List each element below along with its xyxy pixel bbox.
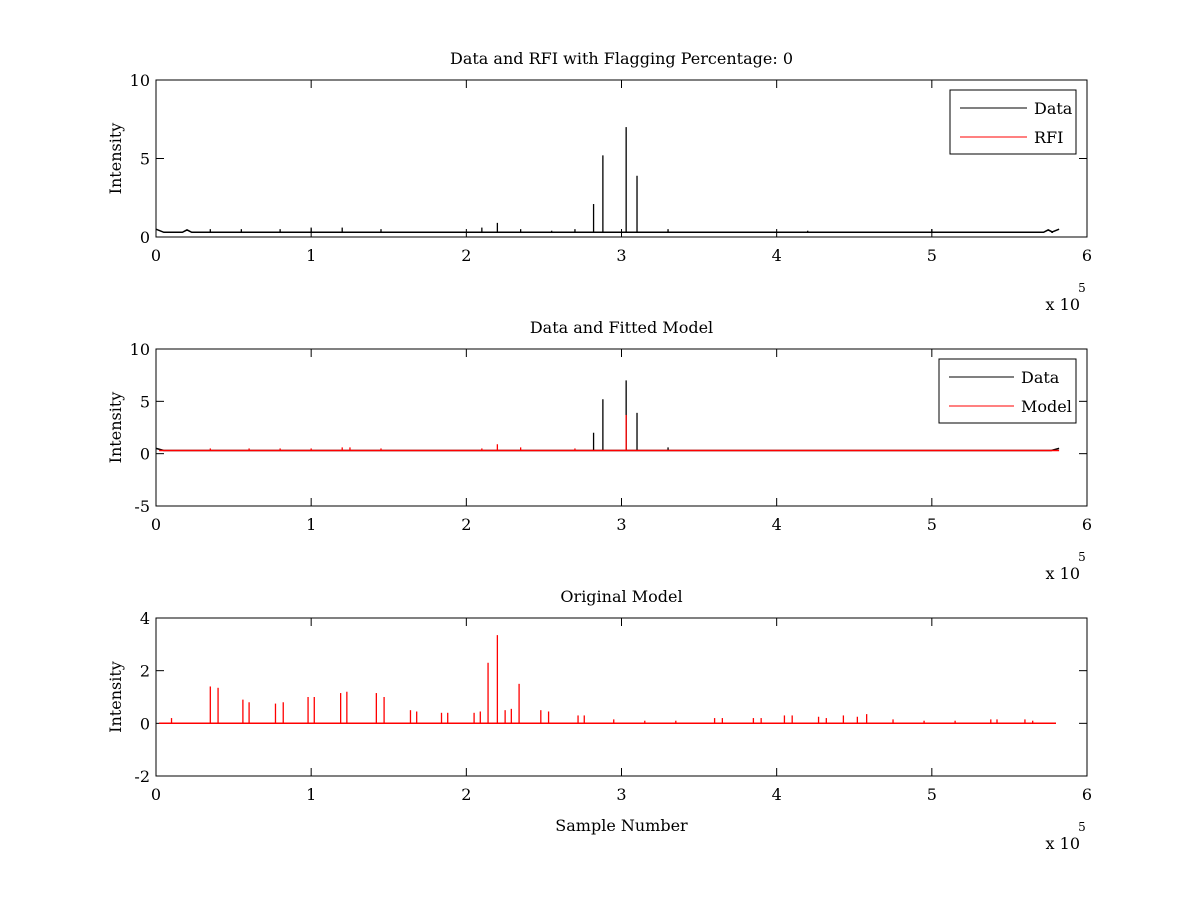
chart-panel-1: Data and RFI with Flagging Percentage: 0… [106, 49, 1092, 314]
legend-label: RFI [1034, 128, 1063, 147]
x-multiplier-base: x 10 [1046, 834, 1080, 853]
axes-frame [155, 79, 1088, 238]
y-tick-label: 0 [140, 228, 150, 247]
y-tick-label: 0 [140, 714, 150, 733]
y-axis-label: Intensity [106, 392, 125, 464]
x-tick-label: 2 [461, 515, 471, 534]
legend: Data Model [938, 358, 1077, 424]
chart-title: Data and RFI with Flagging Percentage: 0 [450, 49, 793, 68]
legend-label: Data [1034, 99, 1073, 118]
y-tick-label: 0 [140, 445, 150, 464]
x-tick-label: 5 [927, 246, 937, 265]
x-tick-label: 5 [927, 515, 937, 534]
y-tick-label: 2 [140, 662, 150, 681]
x-tick-label: 3 [616, 246, 626, 265]
x-tick-label: 1 [306, 515, 316, 534]
y-tick-label: 10 [130, 340, 150, 359]
y-tick-label: 5 [140, 150, 150, 169]
x-tick-label: 2 [461, 246, 471, 265]
x-tick-label: 3 [616, 785, 626, 804]
series-data [155, 127, 1060, 234]
x-tick-label: 6 [1082, 515, 1092, 534]
x-multiplier-exponent: 5 [1078, 550, 1086, 564]
series-model [159, 414, 1060, 452]
x-tick-label: 4 [772, 785, 782, 804]
x-tick-label: 4 [772, 515, 782, 534]
x-tick-label: 4 [772, 246, 782, 265]
y-tick-label: -5 [134, 497, 150, 516]
x-tick-label: 1 [306, 246, 316, 265]
legend-frame [949, 89, 1077, 155]
x-tick-label: 0 [151, 515, 161, 534]
x-multiplier-exponent: 5 [1078, 281, 1086, 295]
x-tick-label: 0 [151, 246, 161, 265]
y-tick-label: 5 [140, 392, 150, 411]
x-tick-label: 1 [306, 785, 316, 804]
x-axis-label: Sample Number [555, 816, 688, 835]
chart-title: Data and Fitted Model [530, 318, 713, 337]
series-model [159, 635, 1056, 725]
y-axis-label: Intensity [106, 661, 125, 733]
axes-frame [155, 617, 1088, 777]
x-tick-label: 5 [927, 785, 937, 804]
legend-label: Model [1021, 397, 1072, 416]
series-data [155, 380, 1060, 452]
legend-label: Data [1021, 368, 1060, 387]
y-tick-label: -2 [134, 767, 150, 786]
x-multiplier-base: x 10 [1046, 564, 1080, 583]
x-tick-label: 3 [616, 515, 626, 534]
y-tick-label: 10 [130, 71, 150, 90]
chart-panel-3: Original Model Intensity Sample Number 0 1 2 3… [106, 587, 1092, 853]
legend-frame [938, 358, 1077, 424]
x-tick-label: 2 [461, 785, 471, 804]
x-multiplier-base: x 10 [1046, 295, 1080, 314]
legend: Data RFI [949, 89, 1077, 155]
y-axis-label: Intensity [106, 123, 125, 195]
y-tick-label: 4 [140, 609, 150, 628]
chart-title: Original Model [560, 587, 682, 606]
series-baseline [155, 228, 1060, 234]
x-tick-label: 6 [1082, 785, 1092, 804]
x-tick-label: 6 [1082, 246, 1092, 265]
x-tick-label: 0 [151, 785, 161, 804]
x-multiplier-exponent: 5 [1078, 820, 1086, 834]
